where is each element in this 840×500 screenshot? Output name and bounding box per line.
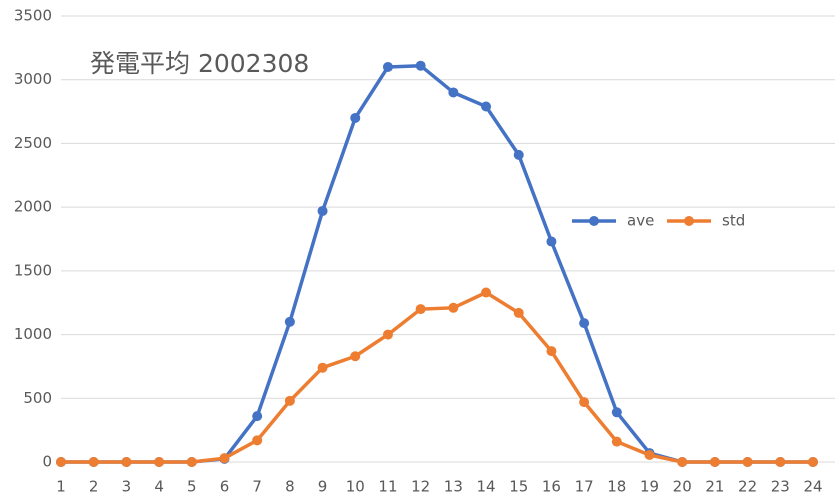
point (154, 457, 165, 467)
x-tick-label: 23 (771, 478, 790, 496)
point (644, 449, 655, 460)
point (513, 149, 524, 160)
x-tick-label: 11 (378, 478, 397, 496)
point (284, 316, 295, 327)
y-tick-label: 1000 (14, 325, 52, 343)
point (350, 112, 361, 123)
x-tick-label: 12 (411, 478, 430, 496)
x-tick-label: 22 (738, 478, 757, 496)
point (219, 453, 230, 464)
y-tick-label: 500 (23, 389, 52, 407)
x-tick-label: 8 (285, 478, 295, 496)
point (546, 236, 557, 247)
x-tick-label: 10 (346, 478, 365, 496)
point (121, 457, 132, 467)
y-tick-label: 0 (42, 453, 52, 471)
point (56, 457, 66, 467)
x-tick-label: 13 (444, 478, 463, 496)
point (546, 346, 557, 357)
point (579, 318, 590, 329)
x-tick-label: 21 (705, 478, 724, 496)
point (88, 457, 99, 467)
x-tick-label: 4 (154, 478, 164, 496)
y-tick-label: 3500 (14, 7, 52, 25)
point (677, 457, 688, 467)
x-tick-label: 1 (56, 478, 66, 496)
point (186, 457, 197, 467)
x-tick-label: 18 (607, 478, 626, 496)
point (252, 411, 263, 422)
point (481, 101, 492, 112)
point (317, 205, 328, 216)
chart-title: 発電平均 2002308 (90, 49, 309, 78)
x-tick-label: 14 (476, 478, 495, 496)
point (611, 436, 622, 447)
x-tick-label: 15 (509, 478, 528, 496)
point (415, 60, 426, 71)
x-tick-label: 2 (89, 478, 99, 496)
point (382, 329, 393, 340)
point (709, 457, 720, 467)
point (775, 457, 786, 467)
point (742, 457, 753, 467)
x-tick-label: 19 (640, 478, 659, 496)
point (513, 307, 524, 318)
series-line (61, 63, 813, 464)
legend-label: ave (627, 212, 654, 230)
point (808, 457, 818, 467)
point (611, 407, 622, 418)
x-tick-label: 9 (318, 478, 328, 496)
point (284, 395, 295, 406)
x-tick-label: 7 (252, 478, 262, 496)
x-tick-label: 6 (220, 478, 230, 496)
point (448, 87, 459, 98)
x-tick-label: 16 (542, 478, 561, 496)
point (481, 287, 492, 298)
x-tick-label: 17 (575, 478, 594, 496)
legend-label: std (722, 212, 745, 230)
x-tick-label: 3 (122, 478, 132, 496)
point (415, 304, 426, 315)
series-line (61, 290, 813, 464)
point (252, 435, 263, 446)
legend-marker (589, 216, 599, 226)
y-tick-label: 1500 (14, 261, 52, 279)
point (579, 397, 590, 408)
x-tick-label: 24 (803, 478, 822, 496)
point (382, 61, 393, 72)
legend-marker (684, 216, 694, 226)
point (448, 302, 459, 313)
y-tick-label: 2000 (14, 198, 52, 216)
point (317, 362, 328, 373)
y-tick-label: 3000 (14, 70, 52, 88)
x-tick-label: 5 (187, 478, 197, 496)
y-tick-label: 2500 (14, 134, 52, 152)
point (350, 351, 361, 362)
x-tick-label: 20 (673, 478, 692, 496)
